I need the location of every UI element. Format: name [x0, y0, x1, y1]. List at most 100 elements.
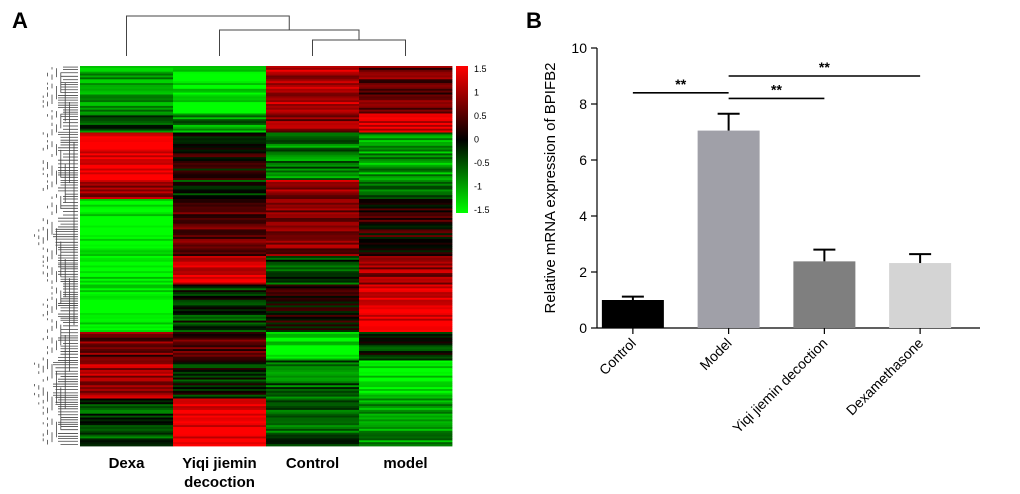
heatmap-cell: [80, 432, 174, 435]
heatmap-cell: [359, 219, 453, 223]
heatmap-cell: [173, 352, 267, 356]
heatmap-cell: [266, 324, 360, 327]
heatmap-cell: [359, 400, 453, 403]
heatmap-cell: [266, 271, 360, 274]
heatmap-cell: [266, 444, 360, 447]
heatmap-cell: [80, 356, 174, 359]
heatmap-cell: [173, 67, 267, 71]
heatmap-cell: [80, 379, 174, 382]
heatmap-cell: [80, 295, 174, 299]
heatmap-cell: [359, 301, 453, 304]
heatmap-cell: [173, 250, 267, 253]
heatmap-cell: [266, 273, 360, 276]
heatmap-cell: [173, 320, 267, 323]
heatmap-cell: [80, 183, 174, 187]
heatmap-cell: [173, 229, 267, 232]
heatmap-cell: [173, 364, 267, 367]
heatmap-cell: [266, 216, 360, 219]
heatmap-cell: [359, 299, 453, 302]
heatmap-cell: [80, 237, 174, 240]
heatmap-cell: [359, 94, 453, 97]
heatmap-cell: [359, 244, 453, 247]
heatmap-cell: [359, 256, 453, 259]
heatmap-cell: [173, 126, 267, 130]
heatmap-cell: [173, 282, 267, 285]
heatmap-cell: [80, 85, 174, 88]
heatmap-cell: [266, 440, 360, 443]
heatmap-cell: [266, 67, 360, 71]
heatmap-cell: [173, 145, 267, 149]
heatmap-cell: [359, 349, 453, 352]
heatmap-cell: [80, 162, 174, 166]
heatmap-cell: [359, 381, 453, 384]
heatmap-column-label: Yiqi jiemin decoction: [182, 455, 256, 491]
heatmap-cell: [173, 265, 267, 268]
heatmap-cell: [173, 366, 267, 369]
heatmap-cell: [266, 90, 360, 93]
heatmap-cell: [359, 383, 453, 386]
heatmap-cell: [359, 208, 453, 211]
heatmap-cell: [80, 73, 174, 76]
heatmap-cell: [80, 417, 174, 420]
heatmap-cell: [359, 138, 453, 141]
heatmap-cell: [80, 124, 174, 128]
heatmap-cell: [359, 86, 453, 90]
heatmap-cell: [80, 86, 174, 90]
heatmap-cell: [173, 157, 267, 160]
heatmap-cell: [173, 151, 267, 154]
heatmap-cell: [359, 288, 453, 291]
heatmap-cell: [266, 398, 360, 401]
heatmap-cell: [359, 124, 453, 128]
heatmap-cell: [359, 339, 453, 342]
heatmap-cell: [359, 409, 453, 413]
heatmap-cell: [359, 168, 453, 171]
heatmap-cell: [173, 389, 267, 392]
heatmap-cell: [266, 430, 360, 434]
heatmap-cell: [173, 113, 267, 116]
heatmap-column-label-line: Yiqi jiemin: [182, 455, 256, 472]
heatmap-cell: [80, 71, 174, 74]
heatmap-cell: [266, 425, 360, 428]
heatmap-cell: [359, 345, 453, 348]
heatmap-cell: [80, 155, 174, 158]
y-tick-label: 4: [579, 208, 587, 224]
heatmap-cell: [266, 88, 360, 92]
heatmap-cell: [266, 238, 360, 242]
heatmap-cell: [359, 199, 453, 202]
heatmap-cell: [80, 299, 174, 302]
heatmap-cell: [266, 307, 360, 310]
heatmap-cell: [80, 347, 174, 350]
heatmap-cell: [359, 115, 453, 118]
heatmap-cell: [80, 398, 174, 401]
heatmap-cell: [359, 276, 453, 280]
heatmap-cell: [173, 299, 267, 302]
heatmap-cell: [80, 313, 174, 316]
heatmap-cell: [266, 77, 360, 80]
heatmap-cell: [266, 191, 360, 194]
heatmap-cell: [173, 109, 267, 112]
heatmap-cell: [173, 356, 267, 359]
heatmap-cell: [173, 121, 267, 124]
heatmap-cell: [173, 280, 267, 283]
heatmap-cell: [359, 189, 453, 192]
heatmap-cell: [80, 366, 174, 369]
heatmap-cell: [173, 330, 267, 333]
heatmap-cell: [359, 373, 453, 377]
heatmap-cell: [359, 157, 453, 160]
heatmap-cell: [80, 174, 174, 177]
heatmap-cell: [173, 79, 267, 82]
heatmap-cell: [266, 237, 360, 240]
heatmap-cell: [80, 92, 174, 95]
heatmap-cell: [359, 206, 453, 209]
heatmap-cell: [80, 351, 174, 354]
heatmap-cell: [359, 358, 453, 361]
heatmap-cell: [266, 172, 360, 175]
heatmap-cell: [80, 151, 174, 154]
colorbar-tick-label: -1.5: [474, 205, 490, 215]
heatmap-cell: [173, 417, 267, 420]
heatmap-cell: [266, 187, 360, 190]
heatmap-cell: [173, 400, 267, 403]
heatmap-cell: [266, 134, 360, 137]
heatmap-cell: [173, 438, 267, 441]
heatmap-cell: [359, 90, 453, 93]
